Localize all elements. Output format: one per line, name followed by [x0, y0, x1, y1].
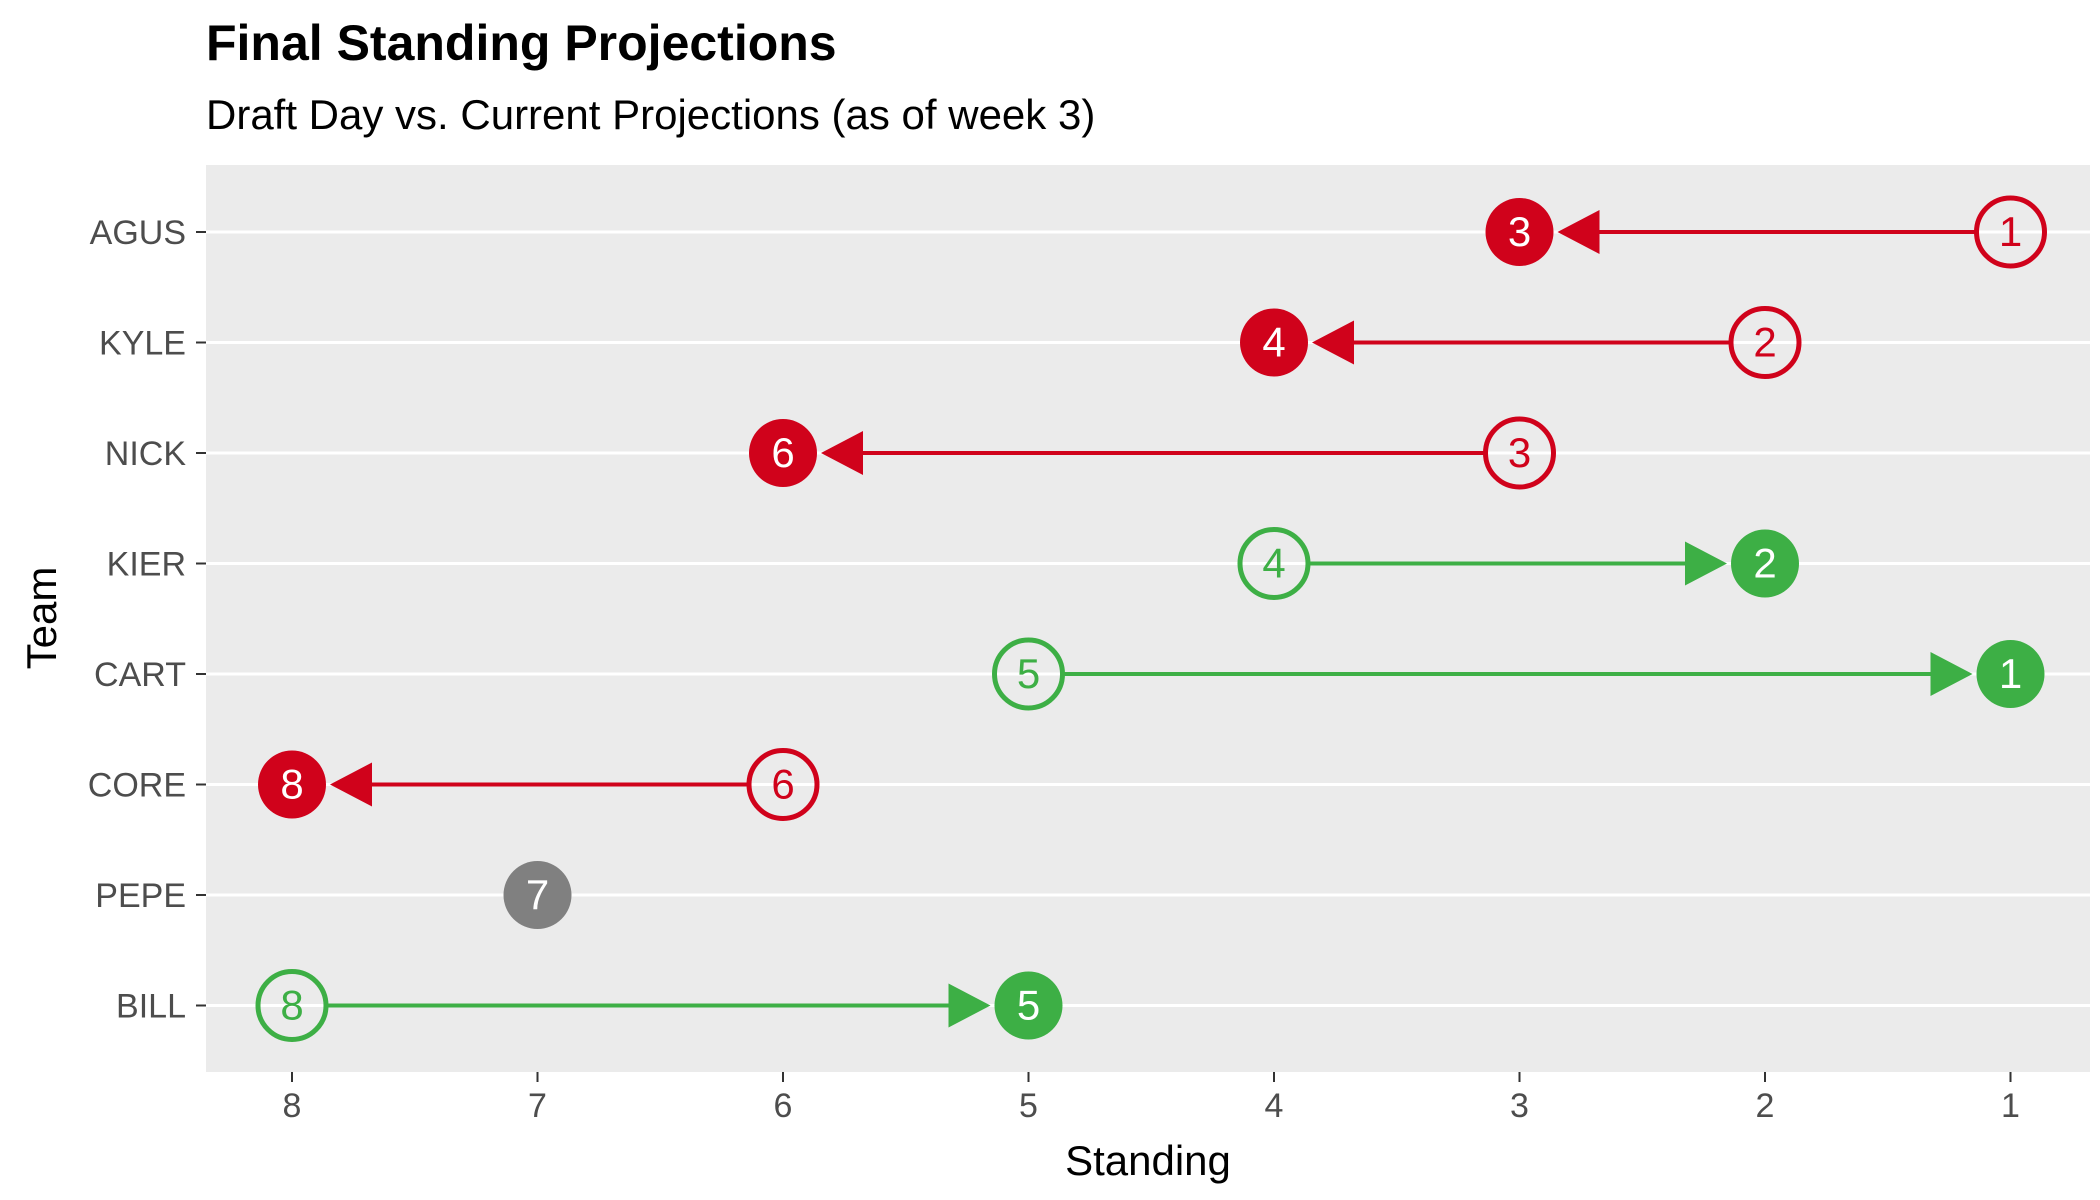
current-label-pepe: 7: [526, 871, 549, 918]
current-point-kyle: [1240, 308, 1308, 377]
y-tick-label: CART: [94, 656, 186, 694]
x-tick-label: 2: [1756, 1087, 1775, 1125]
draft-point-cart: [992, 637, 1065, 711]
arrow-head-cart: [1930, 652, 1973, 696]
y-tick-label: BILL: [116, 988, 186, 1026]
draft-label-kyle: 2: [1753, 319, 1776, 366]
x-tick-label: 3: [1510, 1087, 1529, 1125]
current-point-nick: [749, 419, 817, 487]
draft-point-core: [746, 748, 820, 821]
arrow-head-kier: [1685, 541, 1727, 586]
x-tick-label: 1: [2001, 1087, 2020, 1125]
draft-label-bill: 8: [280, 982, 303, 1029]
chart-title: Final Standing Projections: [206, 15, 837, 71]
current-label-kyle: 4: [1262, 319, 1285, 366]
y-tick-label: KIER: [107, 546, 186, 584]
draft-point-kyle: [1728, 306, 1802, 379]
plot-panel: [206, 165, 2090, 1072]
arrow-head-agus: [1557, 210, 1600, 254]
x-axis-title: Standing: [1065, 1137, 1231, 1184]
current-point-bill: [994, 971, 1063, 1040]
current-label-agus: 3: [1508, 208, 1531, 255]
draft-point-nick: [1483, 416, 1556, 490]
x-tick-label: 5: [1019, 1087, 1038, 1125]
current-point-core: [258, 750, 326, 819]
current-label-kier: 2: [1753, 540, 1776, 587]
x-tick-label: 6: [774, 1087, 793, 1125]
x-tick-label: 8: [283, 1087, 302, 1125]
x-tick-label: 4: [1265, 1087, 1284, 1125]
y-tick-label: KYLE: [99, 325, 186, 363]
draft-point-agus: [1974, 195, 2047, 269]
arrow-head-core: [330, 762, 372, 807]
arrow-head-kyle: [1312, 320, 1354, 365]
draft-label-kier: 4: [1262, 540, 1285, 587]
data-marks: 1 3 2 4 3 6 4 2 5 1 6 8 7 8 5: [255, 195, 2047, 1042]
current-point-kier: [1731, 529, 1799, 598]
draft-label-nick: 3: [1508, 429, 1531, 476]
y-axis: AGUS KYLE NICK KIER CART CORE PEPE BILL: [88, 214, 206, 1026]
draft-point-bill: [255, 969, 329, 1042]
x-axis: 8 7 6 5 4 3 2 1: [283, 1072, 2020, 1125]
y-tick-label: AGUS: [90, 214, 186, 252]
chart-subtitle: Draft Day vs. Current Projections (as of…: [206, 91, 1095, 138]
y-axis-title: Team: [18, 567, 65, 670]
y-tick-label: CORE: [88, 767, 186, 805]
current-point-agus: [1485, 198, 1554, 266]
current-label-bill: 5: [1017, 982, 1040, 1029]
current-point-cart: [1976, 640, 2045, 708]
current-label-nick: 6: [771, 429, 794, 476]
draft-label-agus: 1: [1999, 208, 2022, 255]
current-label-cart: 1: [1999, 650, 2022, 697]
arrow-head-nick: [821, 431, 863, 475]
draft-point-kier: [1237, 527, 1311, 600]
draft-label-cart: 5: [1017, 650, 1040, 697]
arrow-head-bill: [948, 983, 991, 1028]
x-tick-label: 7: [528, 1087, 547, 1125]
y-tick-label: PEPE: [95, 877, 186, 915]
y-tick-label: NICK: [105, 435, 187, 473]
current-point-pepe: [503, 861, 572, 929]
draft-label-core: 6: [771, 761, 794, 808]
current-label-core: 8: [280, 761, 303, 808]
